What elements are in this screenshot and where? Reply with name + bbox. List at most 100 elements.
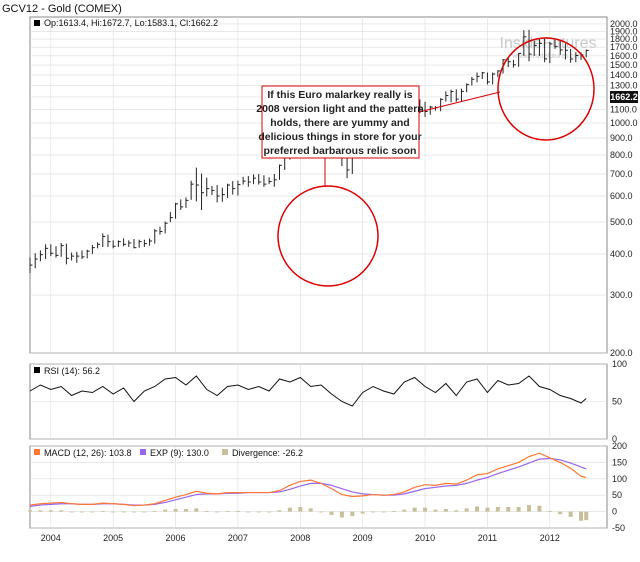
price-panel-frame	[29, 16, 608, 354]
divergence-bar	[360, 511, 365, 514]
macd-legend: MACD (12, 26): 103.8	[44, 448, 132, 458]
divergence-bar	[433, 509, 438, 512]
divergence-bar	[131, 511, 136, 513]
macd-y-tick: 100	[612, 474, 627, 484]
divergence-bar	[90, 511, 95, 513]
divergence-bar	[298, 507, 303, 512]
macd-legend-swatch	[34, 449, 40, 455]
divergence-bar	[194, 508, 199, 512]
annotation-pointer-2012	[418, 91, 501, 113]
last-price-label: 1662.2	[610, 92, 638, 102]
signal-legend: EXP (9): 130.0	[150, 448, 209, 458]
divergence-bar	[547, 510, 552, 512]
divergence-bar	[48, 510, 53, 512]
price-y-tick: 600.0	[610, 191, 633, 201]
price-y-tick: 1000.0	[610, 118, 638, 128]
price-y-tick: 1400.0	[610, 70, 638, 80]
divergence-bar	[516, 507, 521, 512]
annotation-line-3: holds, there are yummy and	[270, 117, 409, 129]
price-y-tick: 1800.0	[610, 34, 638, 44]
divergence-bar	[69, 511, 74, 513]
price-legend: Op:1613.4, Hi:1672.7, Lo:1583.1, Cl:1662…	[44, 18, 218, 28]
divergence-bar	[537, 505, 542, 512]
divergence-legend: Divergence: -26.2	[232, 448, 303, 458]
macd-y-tick: -50	[612, 523, 625, 533]
divergence-legend-swatch	[222, 449, 228, 455]
divergence-bar	[339, 511, 344, 518]
macd-series	[29, 452, 587, 507]
divergence-bar	[329, 511, 334, 515]
rsi-line	[29, 375, 587, 407]
macd-y-tick: 0	[612, 507, 617, 517]
divergence-bar	[485, 507, 490, 512]
divergence-bar	[423, 507, 428, 512]
chart-title: GCV12 - Gold (COMEX)	[2, 3, 122, 15]
divergence-bar	[454, 510, 459, 512]
macd-line	[29, 452, 587, 507]
divergence-bar	[235, 510, 240, 512]
divergence-bar	[59, 510, 64, 512]
divergence-bar	[111, 511, 116, 513]
macd-y-tick: 50	[612, 490, 622, 500]
divergence-bar	[100, 510, 105, 512]
last-price-box	[610, 91, 638, 103]
divergence-bar	[246, 511, 251, 513]
annotation-box	[261, 85, 420, 159]
x-tick-label: 2011	[478, 533, 497, 543]
x-tick-label: 2005	[103, 533, 123, 543]
divergence-bar	[277, 510, 282, 512]
divergence-bar	[173, 508, 178, 512]
rsi-y-tick: 0	[612, 434, 617, 444]
price-y-tick: 900.0	[610, 133, 633, 143]
divergence-bar	[350, 511, 355, 517]
price-y-tick: 1900.0	[610, 26, 638, 36]
divergence-bar	[412, 507, 417, 512]
divergence-bar	[558, 511, 563, 515]
x-tick-labels: 2004 2005 2006 2007 2008 2009 2010 2011 2012	[41, 533, 560, 543]
divergence-bar	[225, 510, 230, 512]
signal-legend-swatch	[140, 449, 146, 455]
divergence-bar	[495, 507, 500, 512]
rsi-y-tick: 50	[612, 397, 622, 407]
divergence-bar	[381, 511, 386, 513]
divergence-bar	[391, 510, 396, 512]
divergence-bar	[152, 510, 157, 512]
annotation-line-2: 2008 version light and the pattern	[256, 103, 423, 115]
price-y-tick: 400.0	[610, 249, 633, 259]
macd-panel-frame	[29, 445, 608, 529]
divergence-bar	[584, 511, 589, 521]
x-tick-label: 2007	[228, 533, 248, 543]
divergence-bar	[183, 508, 188, 512]
price-y-tick: 1500.0	[610, 60, 638, 70]
x-tick-label: 2008	[290, 533, 310, 543]
divergence-bar	[402, 509, 407, 512]
price-y-tick: 200.0	[610, 348, 633, 358]
watermark-url: www.insidefutures.com	[511, 53, 584, 60]
rsi-legend: RSI (14): 56.2	[44, 366, 100, 376]
macd-y-tick: 150	[612, 457, 627, 467]
x-tick-label: 2006	[166, 533, 186, 543]
divergence-bars	[28, 505, 589, 521]
price-y-tick: 2000.0	[610, 19, 638, 29]
price-y-tick: 1100.0	[610, 104, 637, 114]
price-y-tick: 1300.0	[610, 81, 638, 91]
price-y-tick: 700.0	[610, 169, 633, 179]
price-legend-swatch	[34, 20, 40, 26]
divergence-bar	[267, 511, 272, 513]
divergence-bar	[308, 508, 313, 512]
divergence-bar	[579, 511, 584, 521]
price-y-tick: 800.0	[610, 150, 633, 160]
rsi-y-tick: 100	[612, 359, 627, 369]
annotation-line-4: delicious things in store for your	[258, 131, 421, 143]
divergence-bar	[568, 511, 573, 517]
divergence-bar	[142, 511, 147, 513]
x-tick-label: 2004	[41, 533, 61, 543]
divergence-bar	[464, 508, 469, 512]
rsi-legend-swatch	[34, 367, 40, 373]
divergence-bar	[527, 505, 532, 512]
annotation-line-1: If this Euro malarkey really is	[267, 89, 412, 101]
annotation-circle-2012	[497, 37, 595, 141]
divergence-bar	[163, 509, 168, 512]
annotation-circle-2008	[277, 185, 379, 287]
